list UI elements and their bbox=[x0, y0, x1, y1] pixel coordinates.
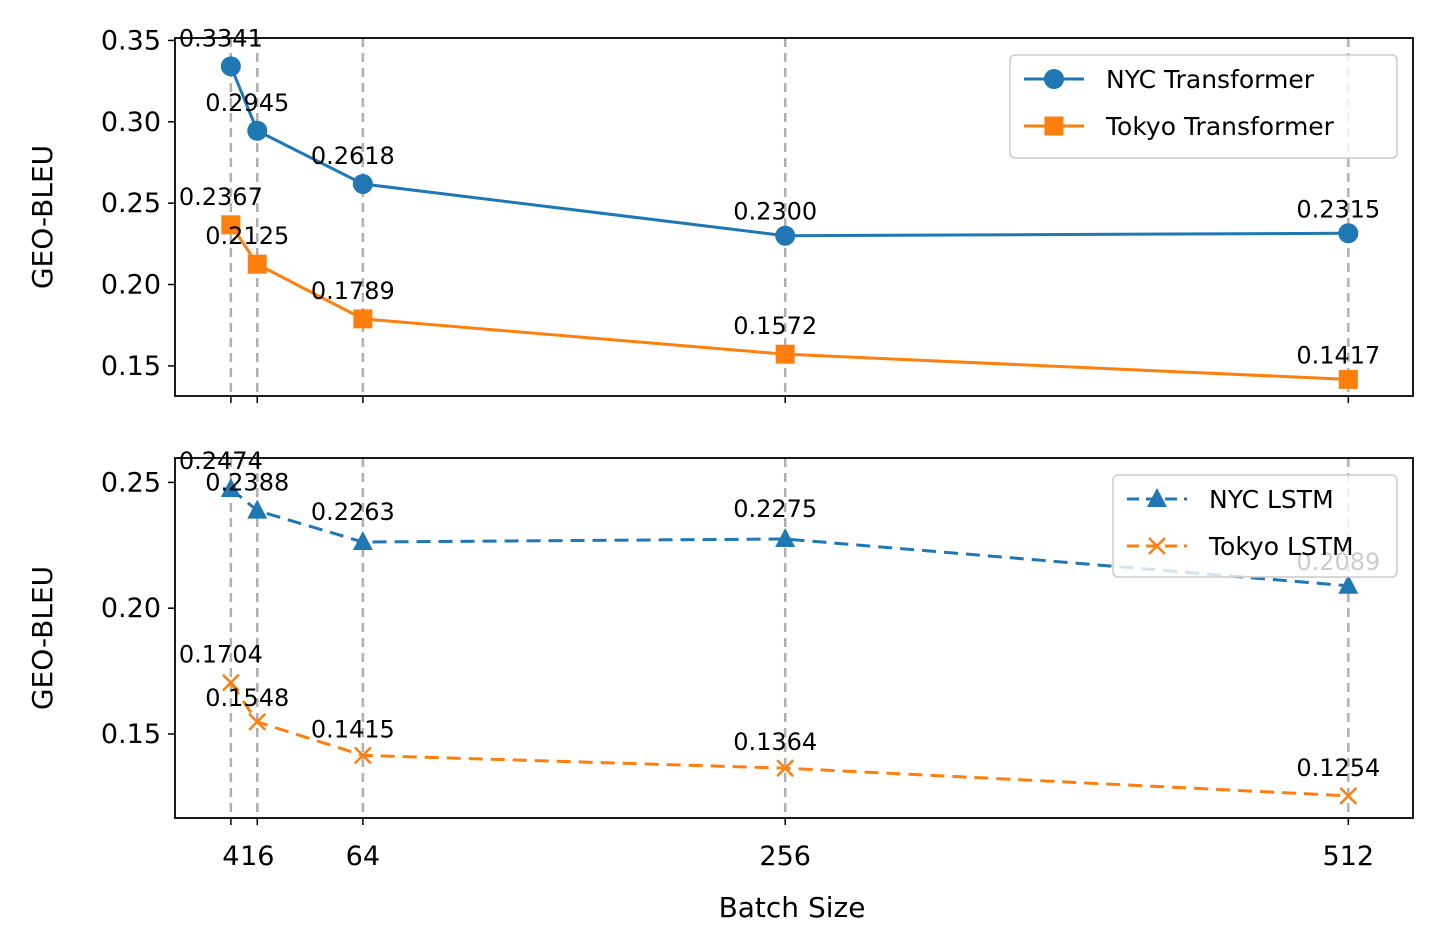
data-label: 0.1789 bbox=[311, 277, 395, 305]
axes-frame bbox=[174, 37, 1414, 397]
data-label: 0.2125 bbox=[205, 222, 289, 250]
data-point bbox=[1338, 369, 1358, 389]
data-label: 0.2275 bbox=[733, 495, 817, 523]
data-point bbox=[1339, 786, 1358, 805]
data-point bbox=[221, 215, 241, 235]
data-label: 0.1254 bbox=[1296, 754, 1380, 782]
data-point bbox=[247, 120, 268, 141]
data-point bbox=[248, 713, 267, 731]
y-tick-label: 0.30 bbox=[101, 107, 161, 138]
data-point bbox=[353, 746, 372, 765]
axes-frame bbox=[174, 457, 1414, 819]
x-tick-label: 4 bbox=[222, 841, 239, 872]
top-panel: 0.150.200.250.300.35GEO-BLEU0.33410.2945… bbox=[26, 24, 1414, 403]
data-label: 0.2367 bbox=[179, 183, 263, 211]
legend: NYC LSTM Tokyo LSTM bbox=[1112, 474, 1398, 578]
y-tick-label: 0.15 bbox=[101, 351, 161, 382]
data-label: 0.2315 bbox=[1296, 195, 1380, 223]
data-label: 0.2618 bbox=[311, 142, 395, 170]
legend-box bbox=[1009, 54, 1398, 159]
data-label: 0.1704 bbox=[179, 641, 263, 669]
y-tick-label: 0.20 bbox=[101, 593, 161, 624]
y-tick-label: 0.15 bbox=[101, 719, 161, 750]
data-point bbox=[1338, 223, 1359, 244]
data-point bbox=[247, 254, 267, 274]
data-point bbox=[247, 499, 268, 519]
data-label: 0.2263 bbox=[311, 498, 395, 526]
data-label: 0.2388 bbox=[205, 469, 289, 497]
data-label: 0.2474 bbox=[179, 447, 263, 475]
x-tick-label: 64 bbox=[346, 841, 380, 872]
y-tick-label: 0.25 bbox=[101, 467, 161, 498]
x-axis-label: Batch Size bbox=[719, 891, 866, 924]
data-point bbox=[775, 225, 796, 246]
y-axis-label: GEO-BLEU bbox=[26, 566, 59, 710]
data-label: 0.1364 bbox=[733, 728, 817, 756]
data-point bbox=[775, 344, 795, 364]
data-point bbox=[1338, 574, 1359, 594]
data-label: 0.2300 bbox=[733, 198, 817, 226]
data-label: 0.2945 bbox=[205, 89, 289, 117]
legend-label: NYC Transformer bbox=[1106, 65, 1315, 94]
data-point bbox=[776, 759, 795, 778]
data-point bbox=[353, 309, 373, 329]
legend: NYC Transformer Tokyo Transformer bbox=[1009, 54, 1398, 159]
data-point bbox=[221, 673, 240, 692]
data-label: 0.1417 bbox=[1296, 341, 1380, 369]
legend-marker bbox=[1044, 69, 1064, 89]
y-tick-label: 0.35 bbox=[101, 25, 161, 56]
x-tick-label: 16 bbox=[240, 841, 274, 872]
legend-label: Tokyo LSTM bbox=[1208, 532, 1354, 561]
legend-label: Tokyo Transformer bbox=[1105, 112, 1335, 141]
legend-marker bbox=[1044, 116, 1064, 136]
data-point bbox=[352, 173, 373, 194]
data-point bbox=[220, 56, 241, 77]
y-axis-label: GEO-BLEU bbox=[26, 145, 59, 289]
bottom-panel: 0.150.200.254 16 64 256 512GEO-BLEU0.24740.2… bbox=[26, 447, 1414, 872]
y-tick-label: 0.20 bbox=[101, 270, 161, 301]
data-label: 0.1415 bbox=[311, 715, 395, 743]
x-tick-label: 256 bbox=[759, 841, 811, 872]
legend-label: NYC LSTM bbox=[1209, 485, 1334, 514]
data-label: 0.1548 bbox=[205, 684, 289, 712]
legend-marker bbox=[1148, 537, 1166, 555]
y-tick-label: 0.25 bbox=[101, 188, 161, 219]
legend-marker bbox=[1147, 488, 1167, 507]
data-point bbox=[352, 531, 373, 551]
data-point bbox=[775, 528, 796, 548]
x-tick-label: 512 bbox=[1323, 841, 1375, 872]
data-label: 0.1572 bbox=[733, 312, 817, 340]
data-point bbox=[220, 477, 241, 497]
